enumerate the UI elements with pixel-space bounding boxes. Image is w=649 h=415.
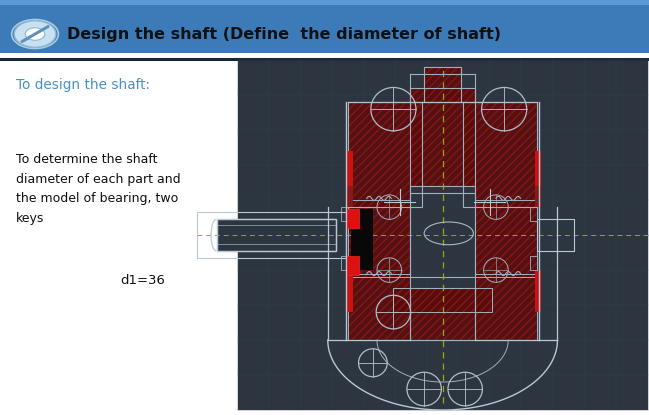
- Text: To design the shaft:: To design the shaft:: [16, 78, 151, 92]
- Bar: [463, 102, 537, 207]
- Bar: [349, 273, 410, 340]
- Bar: [463, 102, 537, 207]
- Bar: [217, 220, 336, 251]
- Circle shape: [25, 28, 45, 40]
- Text: Design the shaft (Define  the diameter of shaft): Design the shaft (Define the diameter of…: [67, 27, 501, 42]
- Bar: [424, 67, 461, 102]
- Bar: [476, 200, 537, 277]
- Bar: [341, 207, 349, 221]
- Bar: [535, 270, 541, 312]
- Bar: [349, 200, 410, 277]
- Bar: [349, 200, 410, 277]
- Bar: [393, 288, 492, 312]
- Bar: [350, 209, 373, 270]
- Bar: [424, 67, 461, 102]
- Bar: [238, 60, 648, 410]
- Bar: [346, 151, 353, 186]
- Bar: [410, 288, 476, 340]
- Bar: [410, 186, 476, 277]
- Bar: [535, 186, 541, 207]
- Circle shape: [14, 21, 56, 47]
- Bar: [537, 220, 574, 251]
- Bar: [410, 88, 476, 193]
- Bar: [349, 102, 422, 207]
- Bar: [197, 212, 346, 258]
- Bar: [530, 207, 537, 221]
- Bar: [410, 288, 476, 340]
- Bar: [476, 273, 537, 340]
- Bar: [537, 220, 574, 251]
- Bar: [346, 186, 353, 207]
- Bar: [530, 256, 537, 270]
- Bar: [476, 273, 537, 340]
- Bar: [217, 220, 336, 251]
- Bar: [476, 200, 537, 277]
- Bar: [0, 5, 649, 53]
- Bar: [410, 88, 476, 193]
- Bar: [347, 209, 359, 228]
- Bar: [347, 256, 359, 275]
- Text: d1=36: d1=36: [120, 273, 165, 287]
- Text: To determine the shaft
diameter of each part and
the model of bearing, two
keys: To determine the shaft diameter of each …: [16, 153, 181, 225]
- Bar: [393, 288, 492, 312]
- Bar: [349, 273, 410, 340]
- Bar: [0, 0, 649, 5]
- Bar: [341, 256, 349, 270]
- Bar: [346, 270, 353, 312]
- Bar: [535, 151, 541, 186]
- Bar: [349, 102, 422, 207]
